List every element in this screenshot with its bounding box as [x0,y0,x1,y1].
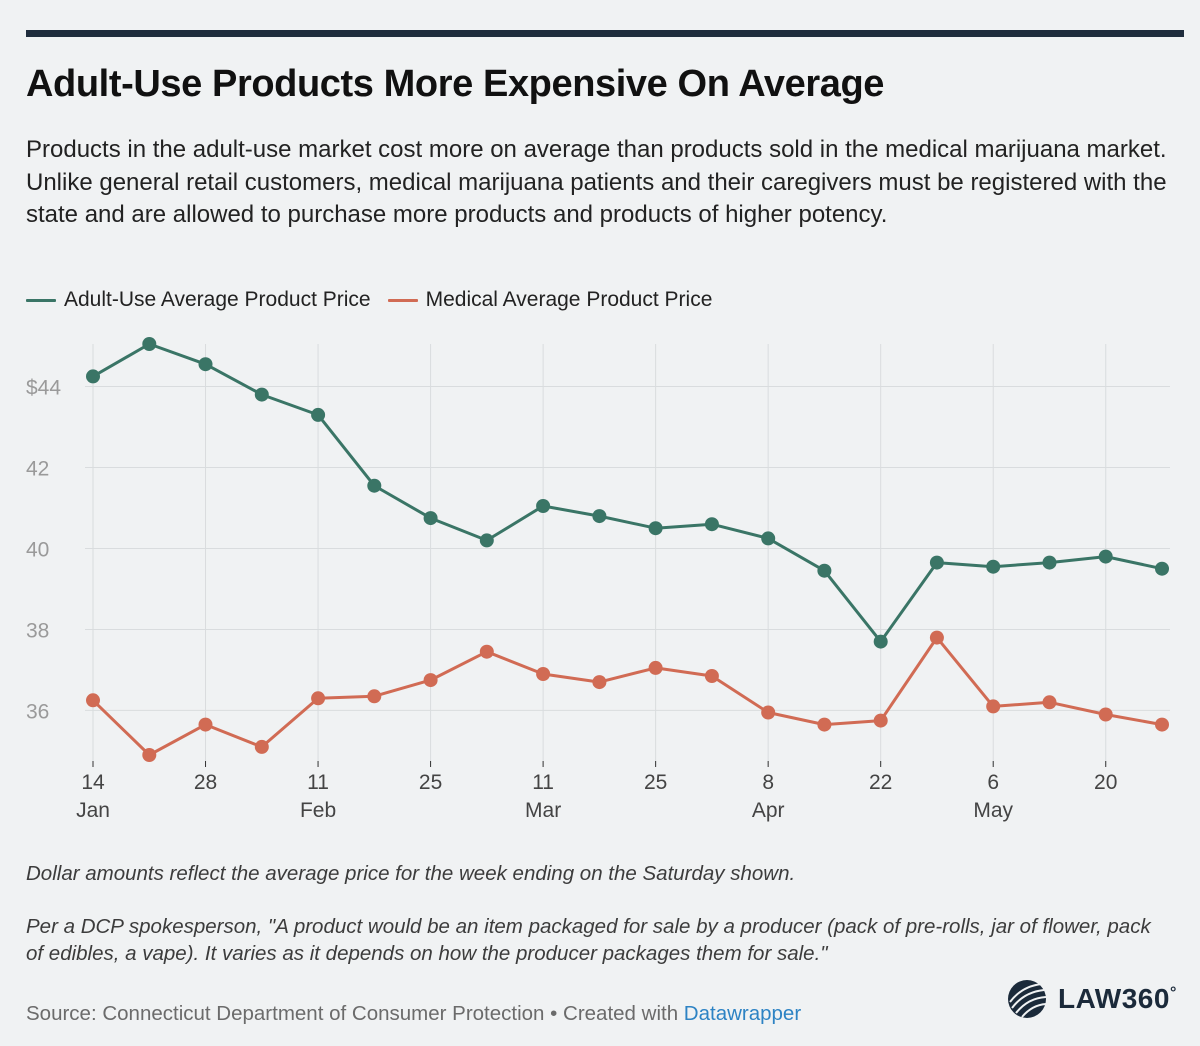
x-tick-label: 11 [307,771,329,794]
data-point-medical [761,705,776,720]
x-tick-month-label: Mar [525,799,561,822]
x-tick-month-label: May [973,799,1013,822]
logo-mark: ° [1169,984,1177,1002]
legend-label-adult-use: Adult-Use Average Product Price [64,288,371,311]
data-point-medical [198,717,213,732]
data-point-medical [986,699,1001,714]
y-tick-label: 42 [26,457,49,480]
y-tick-label: 40 [26,538,49,561]
source-text: Source: Connecticut Department of Consum… [26,1002,684,1025]
y-tick-label: $44 [26,377,61,400]
logo-wordmark: LAW360 [1058,983,1170,1014]
data-point-medical [536,667,551,681]
top-rule [26,30,1184,37]
data-point-adult-use [1155,561,1169,576]
x-tick-label: 6 [987,771,999,794]
data-point-adult-use [873,634,888,649]
footnote-product-definition: Per a DCP spokesperson, "A product would… [26,915,1151,965]
x-tick-label: 25 [644,771,667,794]
legend-item-medical: Medical Average Product Price [387,288,713,312]
data-point-adult-use [479,533,494,548]
x-tick-month-label: Jan [76,799,110,822]
data-point-adult-use [592,509,607,524]
source-line: Source: Connecticut Department of Consum… [26,1002,801,1026]
x-tick-label: 14 [81,771,105,794]
data-point-adult-use [1098,549,1113,564]
data-point-medical [423,673,438,688]
data-point-medical [817,717,832,732]
y-tick-label: 36 [26,700,49,723]
datawrapper-link[interactable]: Datawrapper [683,1002,802,1025]
data-point-medical [592,675,607,690]
data-point-medical [479,644,494,659]
data-point-medical [367,689,382,704]
legend-label-medical: Medical Average Product Price [425,288,713,311]
data-point-medical [1155,717,1169,732]
logo-text: LAW360° [1058,983,1177,1015]
data-point-adult-use [817,563,832,578]
line-chart: 36 38 40 42 $44 14 Jan 28 11 Feb 25 11 Mar 25 8 Apr 22 6 M… [26,337,1170,822]
series-line-medical [91,636,1164,757]
data-point-medical [254,739,269,754]
data-point-medical [142,748,157,762]
data-point-adult-use [423,511,438,526]
legend-swatch-medical [387,298,418,302]
footnote-week-ending: Dollar amounts reflect the average price… [26,862,796,885]
x-tick-label: 28 [194,771,217,794]
data-point-adult-use [86,369,100,384]
data-point-medical [1042,695,1057,710]
x-tick-label: 22 [869,771,892,794]
y-tick-label: 38 [26,619,49,642]
data-point-medical [86,693,100,708]
chart-title: Adult-Use Products More Expensive On Ave… [26,63,885,105]
data-point-adult-use [198,357,213,372]
data-point-adult-use [1042,555,1057,570]
data-point-adult-use [761,531,776,546]
data-point-medical [311,691,326,706]
data-point-medical [873,713,888,728]
x-tick-label: 20 [1094,771,1117,794]
data-point-medical [704,669,719,683]
data-point-adult-use [142,337,157,351]
chart-subtitle: Products in the adult-use market cost mo… [26,136,1167,228]
data-point-adult-use [704,517,719,532]
legend: Adult-Use Average Product Price Medical … [26,288,729,312]
legend-swatch-adult-use [26,298,56,302]
law360-globe-icon [1008,980,1047,1018]
legend-item-adult-use: Adult-Use Average Product Price [26,288,371,312]
law360-logo: LAW360° [1004,978,1177,1020]
x-tick-label: 11 [532,771,554,794]
series-line-adult-use [91,342,1164,644]
x-tick-label: 25 [419,771,442,794]
x-tick-month-label: Apr [752,799,785,822]
data-point-medical [929,630,944,645]
data-point-adult-use [536,499,551,513]
data-point-adult-use [311,407,326,422]
x-tick-month-label: Feb [300,799,336,822]
data-point-adult-use [254,387,269,402]
data-point-medical [1098,707,1113,722]
data-point-adult-use [929,555,944,570]
data-point-adult-use [648,521,663,536]
data-point-adult-use [367,478,382,493]
data-point-adult-use [986,559,1001,574]
x-tick-label: 8 [762,771,774,794]
data-point-medical [648,660,663,675]
